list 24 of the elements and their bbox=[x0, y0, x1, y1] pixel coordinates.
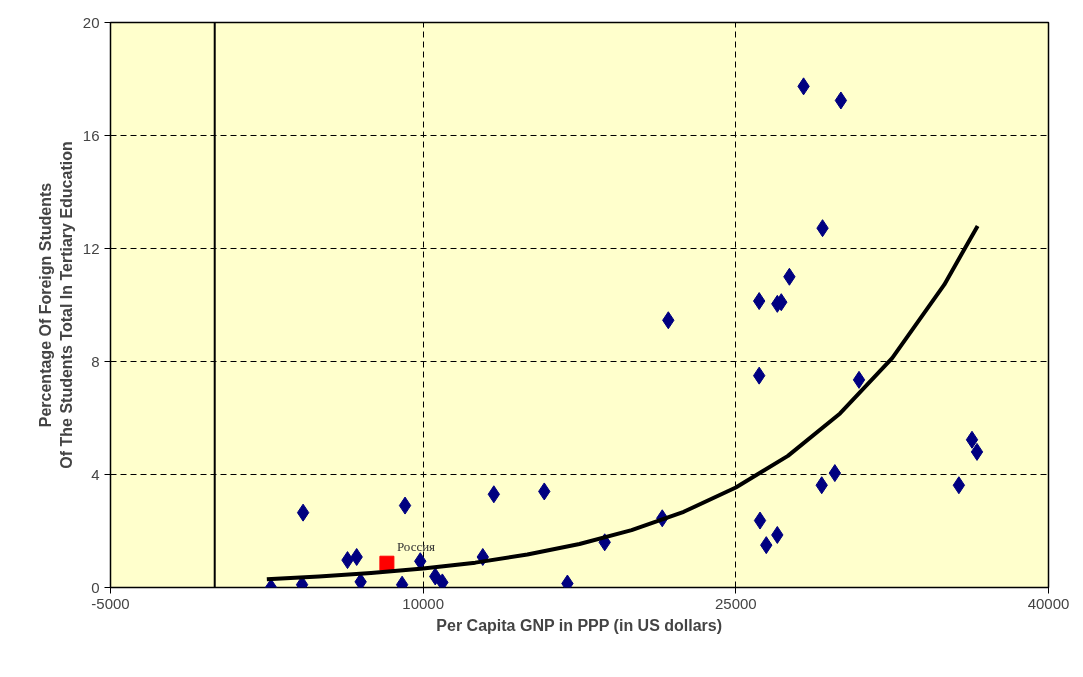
point bbox=[379, 555, 395, 571]
y-tick-label: 20 bbox=[82, 13, 100, 31]
point bbox=[296, 503, 310, 522]
point bbox=[970, 442, 984, 461]
y-tick-label: 8 bbox=[91, 352, 100, 370]
x-tick-label: 10000 bbox=[402, 594, 445, 612]
point bbox=[436, 573, 449, 588]
point bbox=[965, 430, 979, 449]
y-tick-label: 0 bbox=[91, 578, 100, 596]
y-tick-label: 16 bbox=[82, 126, 100, 144]
point bbox=[753, 511, 767, 530]
y-axis-title: Percentage Of Foreign Students Of The Students Total In Tertiary Education bbox=[37, 141, 75, 469]
y-tick-label: 4 bbox=[91, 465, 100, 483]
annotation: Россия bbox=[396, 539, 436, 555]
point bbox=[398, 496, 412, 515]
y-tick-label: 12 bbox=[82, 239, 100, 257]
x-tick-label: 40000 bbox=[1027, 594, 1070, 612]
point bbox=[852, 370, 866, 389]
x-tick-label: 25000 bbox=[714, 594, 757, 612]
point bbox=[828, 464, 842, 483]
point bbox=[834, 91, 848, 110]
x-tick-label: -5000 bbox=[91, 594, 130, 612]
x-axis-title: Per Capita GNP in PPP (in US dollars) bbox=[436, 616, 723, 634]
point bbox=[952, 476, 966, 495]
